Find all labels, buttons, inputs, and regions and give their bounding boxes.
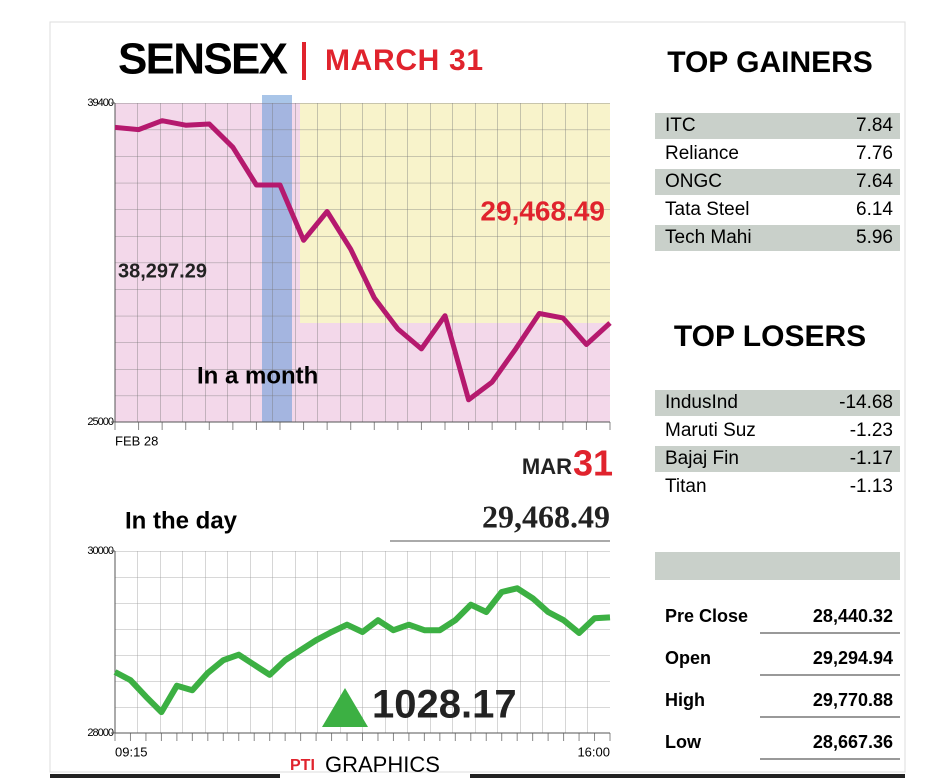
stat-name: Pre Close xyxy=(665,606,748,626)
empty-row xyxy=(655,552,900,580)
row-name: ITC xyxy=(665,115,696,136)
row-name: IndusInd xyxy=(665,392,738,413)
stat-name: Low xyxy=(665,732,702,752)
row-name: Reliance xyxy=(665,143,739,164)
table-title: TOP GAINERS xyxy=(667,46,873,79)
x-tick-label: FEB 28 xyxy=(115,433,158,448)
title-divider xyxy=(302,42,306,80)
row-value: 6.14 xyxy=(856,199,893,220)
row-name: ONGC xyxy=(665,171,722,192)
annotation: MAR xyxy=(522,454,572,479)
annotation: 31 xyxy=(573,443,613,484)
page: SENSEX MARCH 31 TOP GAINERS ITC 7.84 Relian… xyxy=(0,0,942,784)
stat-value: 28,440.32 xyxy=(813,606,893,626)
chart-label: In a month xyxy=(197,362,318,389)
stat-name: Open xyxy=(665,648,711,668)
annotation: 38,297.29 xyxy=(118,260,207,282)
row-name: Tech Mahi xyxy=(665,227,752,248)
x-tick-label: 16:00 xyxy=(577,744,610,759)
annotation: 29,468.49 xyxy=(482,498,610,534)
row-value: 7.64 xyxy=(856,171,893,192)
stat-value: 29,770.88 xyxy=(813,690,893,710)
y-tick-label: 39400 xyxy=(87,97,113,109)
stat-name: High xyxy=(665,690,705,710)
y-tick-label: 30000 xyxy=(87,545,113,557)
row-name: Titan xyxy=(665,476,707,497)
stat-value: 29,294.94 xyxy=(813,648,893,668)
x-tick-label: 09:15 xyxy=(115,744,148,759)
row-value: 7.76 xyxy=(856,143,893,164)
stat-value: 28,667.36 xyxy=(813,732,893,752)
y-tick-label: 25000 xyxy=(87,416,113,428)
row-value: 5.96 xyxy=(856,227,893,248)
table-title: TOP LOSERS xyxy=(674,320,866,353)
row-name: Tata Steel xyxy=(665,199,750,220)
row-value: -1.17 xyxy=(850,448,893,469)
footer: GRAPHICS xyxy=(325,752,440,777)
annotation: 1028.17 xyxy=(372,683,517,727)
plot-grid xyxy=(115,551,610,733)
title: SENSEX xyxy=(118,35,288,84)
row-value: -14.68 xyxy=(839,392,893,413)
row-value: -1.23 xyxy=(850,420,893,441)
row-value: -1.13 xyxy=(850,476,893,497)
subtitle: MARCH 31 xyxy=(325,44,483,77)
chart-label: In the day xyxy=(125,507,238,534)
footer-logo: PTI xyxy=(290,757,315,774)
y-tick-label: 28000 xyxy=(87,727,113,739)
row-name: Bajaj Fin xyxy=(665,448,739,469)
row-value: 7.84 xyxy=(856,115,893,136)
infographic: SENSEX MARCH 31 TOP GAINERS ITC 7.84 Relian… xyxy=(0,0,942,784)
annotation: 29,468.49 xyxy=(480,195,605,226)
row-name: Maruti Suz xyxy=(665,420,756,441)
